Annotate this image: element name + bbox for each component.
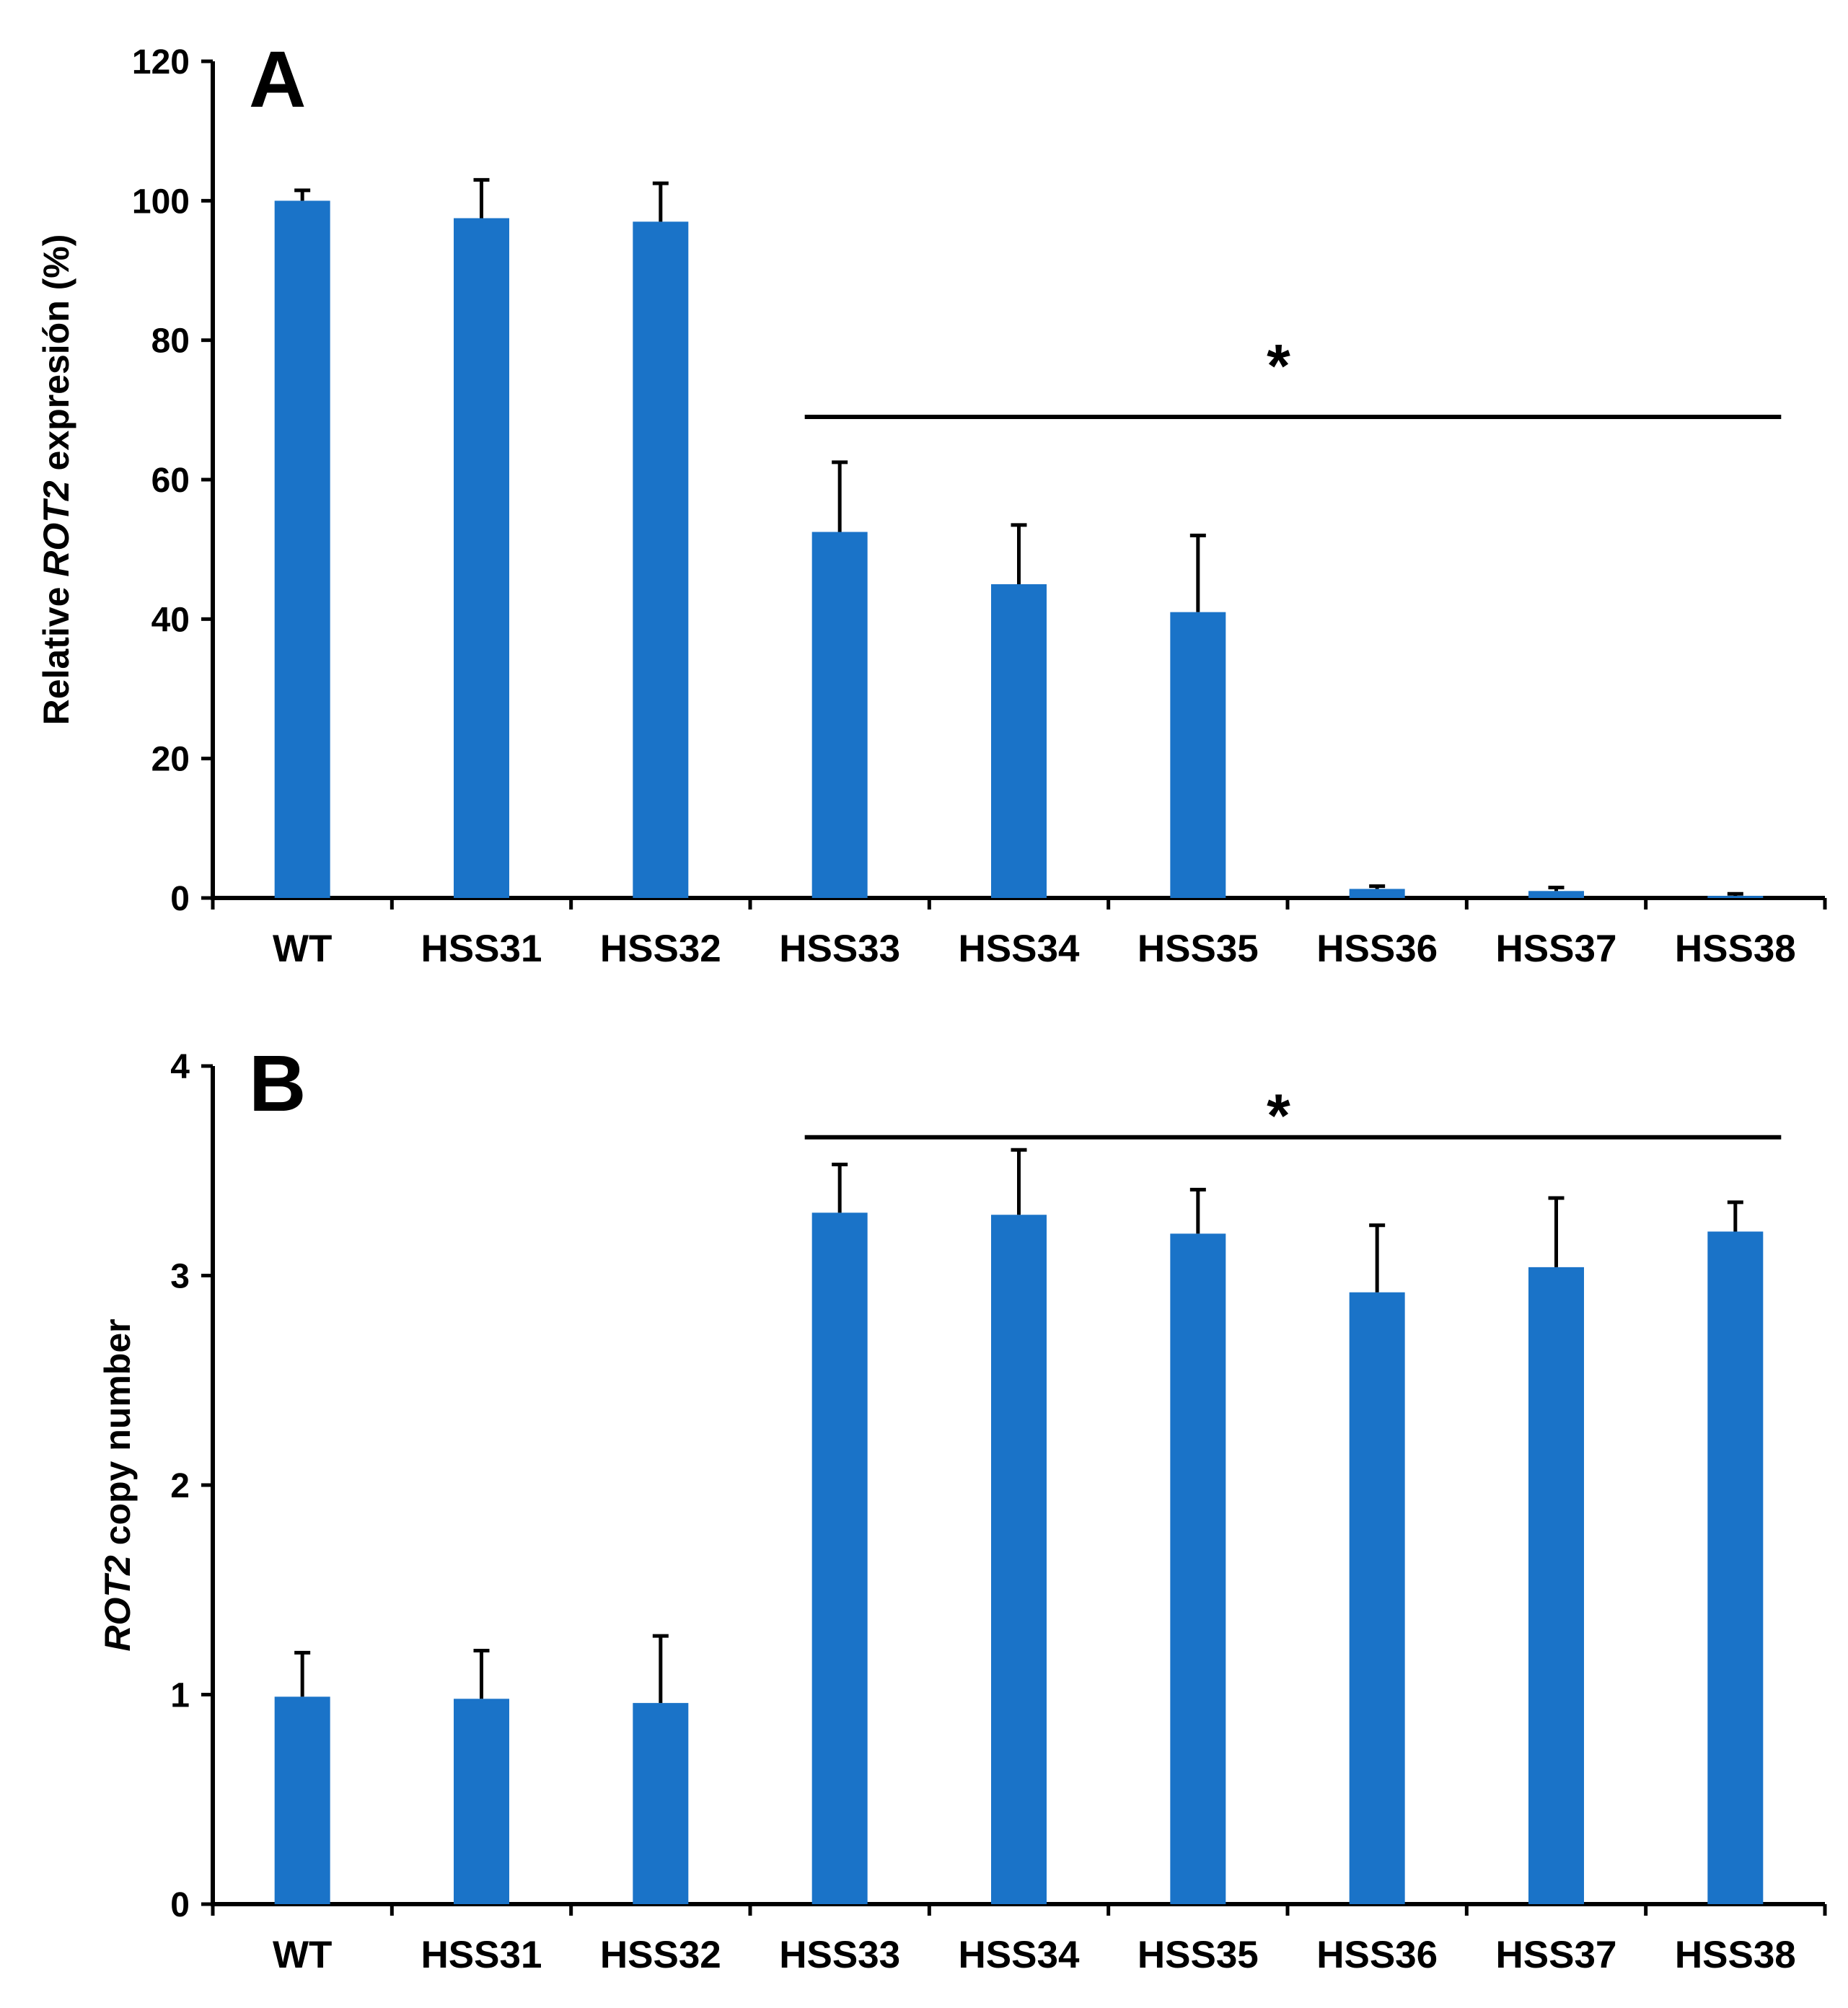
- y-axis-title-part: Relative: [36, 577, 76, 726]
- x-tick-label: HSS36: [1316, 1934, 1438, 1976]
- bar-hss34: [991, 584, 1047, 898]
- x-tick-label: HSS31: [421, 1934, 542, 1976]
- y-tick-label: 80: [151, 322, 190, 361]
- x-tick-label: HSS38: [1675, 1934, 1796, 1976]
- panel-letter: A: [249, 35, 306, 124]
- y-tick-label: 4: [170, 1048, 190, 1086]
- x-tick-label: HSS38: [1675, 928, 1796, 970]
- bar-hss32: [633, 221, 689, 898]
- y-tick-label: 20: [151, 741, 190, 779]
- significance-asterisk: *: [1267, 332, 1290, 400]
- chart-panel-a: 0 20 40 60 80 100 120 WT HSS31 HSS32 HSS33 HSS34 HSS…: [36, 35, 1827, 970]
- bar-hss36: [1349, 889, 1405, 898]
- y-axis-title-part: ROT2: [36, 480, 76, 577]
- x-tick-label: HSS34: [959, 1934, 1080, 1976]
- bar-hss31: [454, 1699, 509, 1904]
- y-tick-label: 100: [132, 182, 190, 221]
- x-tick-label: HSS31: [421, 928, 542, 970]
- bar-hss35: [1170, 612, 1226, 898]
- chart-panel-b: 0 1 2 3 4 WT HSS31 HSS32 HSS33 HSS34 HSS35 HSS36 HSS…: [97, 1039, 1827, 1976]
- y-axis-title: ROT2 copy number: [97, 1318, 138, 1651]
- bar-hss33: [811, 1212, 868, 1904]
- panel-letter: B: [249, 1039, 306, 1128]
- y-axis-title-part: copy number: [97, 1318, 138, 1555]
- y-tick-label: 40: [151, 601, 190, 639]
- bar-hss38: [1707, 896, 1764, 898]
- y-tick-label: 120: [132, 43, 190, 82]
- x-tick-label: HSS34: [959, 928, 1080, 970]
- y-tick-label: 60: [151, 462, 190, 500]
- bar-hss34: [991, 1215, 1047, 1904]
- bar-hss31: [454, 218, 509, 898]
- x-tick-label: HSS33: [779, 928, 900, 970]
- y-tick-label: 3: [170, 1258, 190, 1296]
- bar-wt: [274, 201, 330, 898]
- bar-hss36: [1349, 1292, 1405, 1904]
- x-tick-label: HSS32: [600, 928, 721, 970]
- bar-wt: [274, 1696, 330, 1904]
- bar-hss32: [633, 1703, 689, 1904]
- y-tick-label: 0: [170, 880, 190, 918]
- x-tick-label: WT: [273, 928, 332, 970]
- bar-hss38: [1707, 1231, 1764, 1904]
- bar-hss37: [1528, 1267, 1584, 1904]
- x-tick-label: HSS33: [779, 1934, 900, 1976]
- bar-hss33: [811, 532, 868, 898]
- significance-asterisk: *: [1267, 1081, 1290, 1149]
- x-tick-label: HSS32: [600, 1934, 721, 1976]
- x-tick-label: HSS35: [1138, 928, 1259, 970]
- bar-hss35: [1170, 1233, 1226, 1904]
- x-tick-label: HSS37: [1496, 1934, 1617, 1976]
- x-tick-label: HSS35: [1138, 1934, 1259, 1976]
- bar-hss37: [1528, 891, 1584, 898]
- x-tick-label: HSS37: [1496, 928, 1617, 970]
- y-tick-label: 0: [170, 1886, 190, 1924]
- y-axis-title: Relative ROT2 expresión (%): [36, 234, 76, 726]
- y-tick-label: 2: [170, 1467, 190, 1505]
- y-axis-title-part: ROT2: [97, 1555, 138, 1652]
- y-axis-title-part: expresión (%): [36, 234, 76, 481]
- x-tick-label: WT: [273, 1934, 332, 1976]
- y-tick-label: 1: [170, 1677, 190, 1715]
- x-tick-label: HSS36: [1316, 928, 1438, 970]
